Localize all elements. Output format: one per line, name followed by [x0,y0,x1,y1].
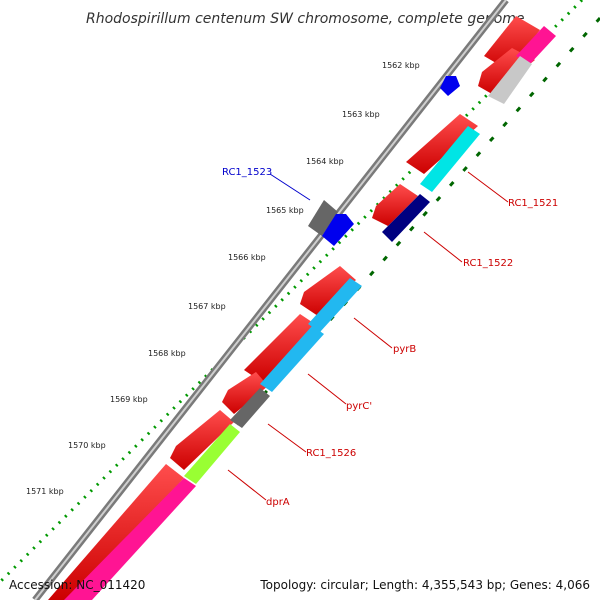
light-grey-gene[interactable] [488,56,532,104]
forward-cds-track [48,16,540,600]
leader-lines [227,171,509,501]
gene-label-pyrc[interactable]: pyrC' [346,401,372,412]
gene-label-pyrb[interactable]: pyrB [393,344,416,355]
cds-arrow-8[interactable] [170,410,234,470]
gene-label-rc1-1523[interactable]: RC1_1523 [222,167,272,178]
grey-gene-rc1-1523[interactable] [308,200,338,236]
navy-gene-rc1-1522[interactable] [382,194,430,242]
cds-arrow-3[interactable] [406,114,478,174]
cds-arrow-5[interactable] [300,266,356,316]
outer-dotted-track [0,0,584,584]
gene-features [64,26,556,600]
kbp-tick-label: 1564 kbp [306,157,344,166]
cds-arrow-9[interactable] [48,464,184,600]
lime-gene-dpra[interactable] [184,424,240,484]
kbp-tick-label: 1565 kbp [266,206,304,215]
gene-label-rc1-1522[interactable]: RC1_1522 [463,258,513,269]
gene-label-rc1-1521[interactable]: RC1_1521 [508,198,558,209]
leader-line-pyrb [353,317,393,349]
cds-arrow-7[interactable] [222,372,268,414]
kbp-tick-label: 1570 kbp [68,441,106,450]
kbp-tick-label: 1563 kbp [342,110,380,119]
blue-gene-small[interactable] [440,76,460,96]
cds-arrow-4[interactable] [372,184,418,226]
map-title: Rhodospirillum centenum SW chromosome, c… [86,11,525,27]
sky-blue-gene-pyrc[interactable] [260,326,324,392]
accession-label: Accession: NC_011420 [9,578,146,592]
magenta-gene-bottom[interactable] [64,478,196,600]
magenta-gene-top[interactable] [516,26,556,64]
genome-stats-label: Topology: circular; Length: 4,355,543 bp… [260,578,590,592]
grey-gene-rc1-1526[interactable] [230,388,270,428]
kbp-tick-label: 1567 kbp [188,302,226,311]
kbp-tick-label: 1566 kbp [228,253,266,262]
cyan-gene-rc1-1521[interactable] [420,126,480,192]
gene-label-dpra[interactable]: dprA [266,497,290,508]
leader-line-pyrc [307,373,347,405]
cds-arrow-1[interactable] [484,16,540,70]
sky-blue-gene-pyrb[interactable] [308,278,362,332]
cds-arrow-6[interactable] [244,314,318,382]
leader-line-rc1-1523 [269,173,311,201]
genome-backbone-highlight [34,0,507,600]
kbp-tick-label: 1571 kbp [26,487,64,496]
leader-line-dpra [227,469,267,501]
leader-line-rc1-1526 [267,423,307,453]
blue-gene-rc1-1523[interactable] [322,214,354,246]
leader-line-rc1-1522 [423,231,463,263]
leader-line-rc1-1521 [467,171,509,203]
kbp-tick-label: 1562 kbp [382,61,420,70]
gene-label-rc1-1526[interactable]: RC1_1526 [306,448,356,459]
kbp-tick-label: 1569 kbp [110,395,148,404]
kbp-tick-label: 1568 kbp [148,349,186,358]
